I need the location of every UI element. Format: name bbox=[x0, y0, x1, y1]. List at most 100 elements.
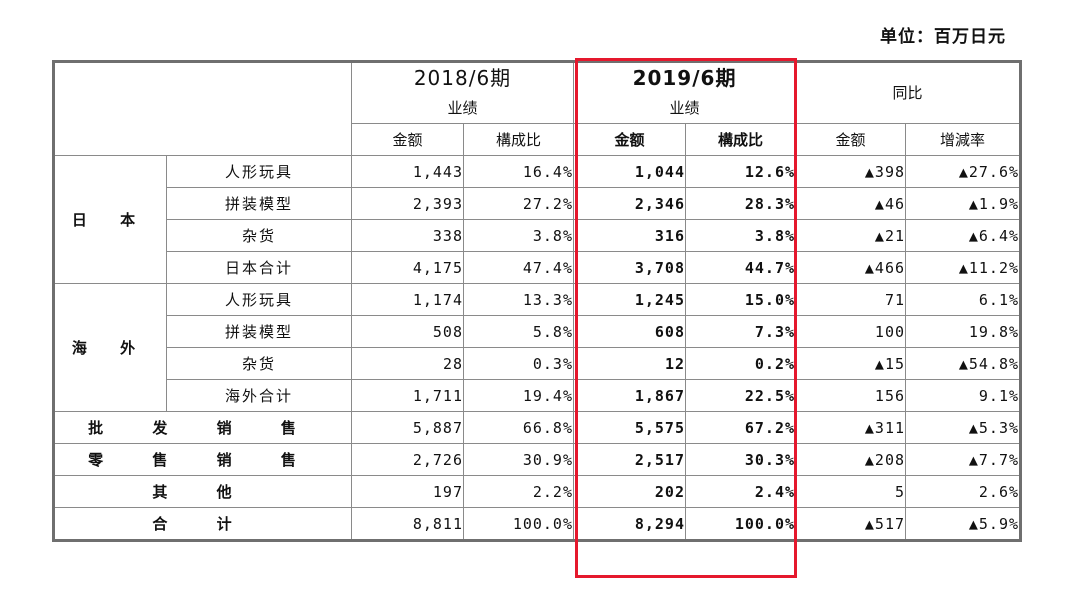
cell-ratio-2018: 19.4% bbox=[463, 379, 574, 412]
sales-table: 2018/6期 业绩 2019/6期 业绩 同比 金额 構成比 金额 構成比 金… bbox=[52, 60, 1023, 542]
col-amount-2019: 金额 bbox=[573, 123, 686, 156]
col-yoy-growth: 增減率 bbox=[905, 123, 1022, 156]
cell-ratio-2019: 22.5% bbox=[684, 379, 797, 412]
cell-ratio-2018: 5.8% bbox=[463, 315, 574, 348]
cell-yoy-amount: 5 bbox=[795, 475, 907, 508]
cell-yoy-amount: ▲15 bbox=[795, 347, 907, 380]
cell-ratio-2019: 100.0% bbox=[684, 507, 797, 541]
cell-ratio-2018: 30.9% bbox=[463, 443, 574, 476]
header-row-periods: 2018/6期 业绩 2019/6期 业绩 同比 bbox=[53, 61, 1022, 156]
cell-amount-2018: 5,887 bbox=[351, 411, 464, 444]
row-label: 批 发 销 售 bbox=[53, 411, 352, 444]
table-row: 海外合计 1,711 19.4% 1,867 22.5% 156 9.1% bbox=[54, 379, 1022, 412]
cell-ratio-2019: 67.2% bbox=[684, 411, 797, 444]
cell-ratio-2018: 47.4% bbox=[463, 251, 574, 284]
table-row: 杂货 338 3.8% 316 3.8% ▲21 ▲6.4% bbox=[54, 219, 1022, 252]
cell-yoy-amount: ▲208 bbox=[795, 443, 907, 476]
cell-amount-2018: 2,393 bbox=[351, 187, 464, 220]
cell-amount-2019: 608 bbox=[573, 315, 686, 348]
cell-amount-2019: 3,708 bbox=[573, 251, 686, 284]
cell-ratio-2019: 2.4% bbox=[684, 475, 797, 508]
header-yoy: 同比 bbox=[795, 61, 1022, 124]
cell-ratio-2018: 100.0% bbox=[463, 507, 574, 541]
cell-ratio-2019: 0.2% bbox=[684, 347, 797, 380]
cell-yoy-amount: 71 bbox=[795, 283, 907, 316]
cell-yoy-amount: ▲466 bbox=[795, 251, 907, 284]
group-japan: 日 本 bbox=[53, 155, 167, 284]
cell-ratio-2019: 28.3% bbox=[684, 187, 797, 220]
row-label: 杂货 bbox=[166, 219, 352, 252]
cell-yoy-growth: ▲27.6% bbox=[905, 155, 1022, 188]
cell-yoy-growth: ▲11.2% bbox=[905, 251, 1022, 284]
cell-ratio-2018: 13.3% bbox=[463, 283, 574, 316]
group-overseas: 海 外 bbox=[53, 283, 167, 412]
col-yoy-amount: 金额 bbox=[795, 123, 907, 156]
cell-yoy-amount: ▲311 bbox=[795, 411, 907, 444]
table-row: 日本合计 4,175 47.4% 3,708 44.7% ▲466 ▲11.2% bbox=[54, 251, 1022, 284]
cell-ratio-2019: 15.0% bbox=[684, 283, 797, 316]
header-row-columns: 金额 構成比 金额 構成比 金额 增減率 bbox=[54, 123, 1022, 156]
unit-label: 单位：百万日元 bbox=[880, 27, 1006, 47]
cell-amount-2018: 1,174 bbox=[351, 283, 464, 316]
cell-amount-2019: 1,245 bbox=[573, 283, 686, 316]
cell-yoy-growth: ▲6.4% bbox=[905, 219, 1022, 252]
cell-amount-2018: 28 bbox=[351, 347, 464, 380]
cell-amount-2019: 2,517 bbox=[573, 443, 686, 476]
cell-amount-2018: 338 bbox=[351, 219, 464, 252]
row-label: 合 计 bbox=[53, 507, 352, 541]
cell-yoy-growth: ▲5.3% bbox=[905, 411, 1022, 444]
table-row: 拼装模型 508 5.8% 608 7.3% 100 19.8% bbox=[54, 315, 1022, 348]
cell-yoy-amount: ▲517 bbox=[795, 507, 907, 541]
cell-amount-2019: 316 bbox=[573, 219, 686, 252]
cell-amount-2019: 8,294 bbox=[573, 507, 686, 541]
cell-yoy-growth: 6.1% bbox=[905, 283, 1022, 316]
row-label: 杂货 bbox=[166, 347, 352, 380]
table-row: 其 他 197 2.2% 202 2.4% 5 2.6% bbox=[53, 475, 1022, 508]
table-row: 合 计 8,811 100.0% 8,294 100.0% ▲517 ▲5.9% bbox=[53, 507, 1022, 541]
cell-ratio-2018: 2.2% bbox=[463, 475, 574, 508]
cell-amount-2019: 1,044 bbox=[573, 155, 686, 188]
cell-amount-2018: 2,726 bbox=[351, 443, 464, 476]
col-amount-2018: 金额 bbox=[351, 123, 464, 156]
cell-amount-2018: 1,711 bbox=[351, 379, 464, 412]
cell-ratio-2018: 0.3% bbox=[463, 347, 574, 380]
row-label: 人形玩具 bbox=[166, 283, 352, 316]
table-row: 日 本 人形玩具 1,443 16.4% 1,044 12.6% ▲398 ▲2… bbox=[53, 155, 1022, 284]
cell-yoy-growth: ▲7.7% bbox=[905, 443, 1022, 476]
cell-amount-2019: 1,867 bbox=[573, 379, 686, 412]
cell-yoy-amount: ▲398 bbox=[795, 155, 907, 188]
cell-ratio-2018: 27.2% bbox=[463, 187, 574, 220]
col-ratio-2018: 構成比 bbox=[463, 123, 574, 156]
row-label: 零 售 销 售 bbox=[53, 443, 352, 476]
cell-yoy-growth: 9.1% bbox=[905, 379, 1022, 412]
cell-ratio-2018: 66.8% bbox=[463, 411, 574, 444]
cell-amount-2018: 8,811 bbox=[351, 507, 464, 541]
header-period-2019: 2019/6期 业绩 bbox=[572, 61, 797, 124]
header-period-2018: 2018/6期 业绩 bbox=[351, 61, 574, 124]
cell-yoy-amount: ▲21 bbox=[795, 219, 907, 252]
cell-amount-2019: 12 bbox=[573, 347, 686, 380]
table-row: 海 外 人形玩具 1,174 13.3% 1,245 15.0% 71 6.1% bbox=[53, 283, 1022, 412]
cell-amount-2019: 202 bbox=[573, 475, 686, 508]
row-label: 日本合计 bbox=[166, 251, 352, 284]
row-label: 人形玩具 bbox=[166, 155, 352, 188]
cell-yoy-amount: 100 bbox=[795, 315, 907, 348]
table-row: 拼装模型 2,393 27.2% 2,346 28.3% ▲46 ▲1.9% bbox=[54, 187, 1022, 220]
row-label: 拼装模型 bbox=[166, 315, 352, 348]
cell-ratio-2019: 12.6% bbox=[684, 155, 797, 188]
cell-amount-2018: 4,175 bbox=[351, 251, 464, 284]
cell-amount-2018: 508 bbox=[351, 315, 464, 348]
cell-amount-2018: 197 bbox=[351, 475, 464, 508]
cell-yoy-growth: ▲5.9% bbox=[905, 507, 1022, 541]
table-row: 杂货 28 0.3% 12 0.2% ▲15 ▲54.8% bbox=[54, 347, 1022, 380]
cell-amount-2018: 1,443 bbox=[351, 155, 464, 188]
table-row: 零 售 销 售 2,726 30.9% 2,517 30.3% ▲208 ▲7.… bbox=[53, 443, 1022, 476]
col-ratio-2019: 構成比 bbox=[684, 123, 797, 156]
period-2018-label: 2018/6期 bbox=[413, 66, 512, 90]
cell-yoy-growth: ▲54.8% bbox=[905, 347, 1022, 380]
results-2019-label: 业绩 bbox=[669, 99, 700, 117]
cell-ratio-2019: 30.3% bbox=[684, 443, 797, 476]
cell-ratio-2018: 16.4% bbox=[463, 155, 574, 188]
cell-ratio-2018: 3.8% bbox=[463, 219, 574, 252]
period-2019-label: 2019/6期 bbox=[632, 66, 737, 90]
